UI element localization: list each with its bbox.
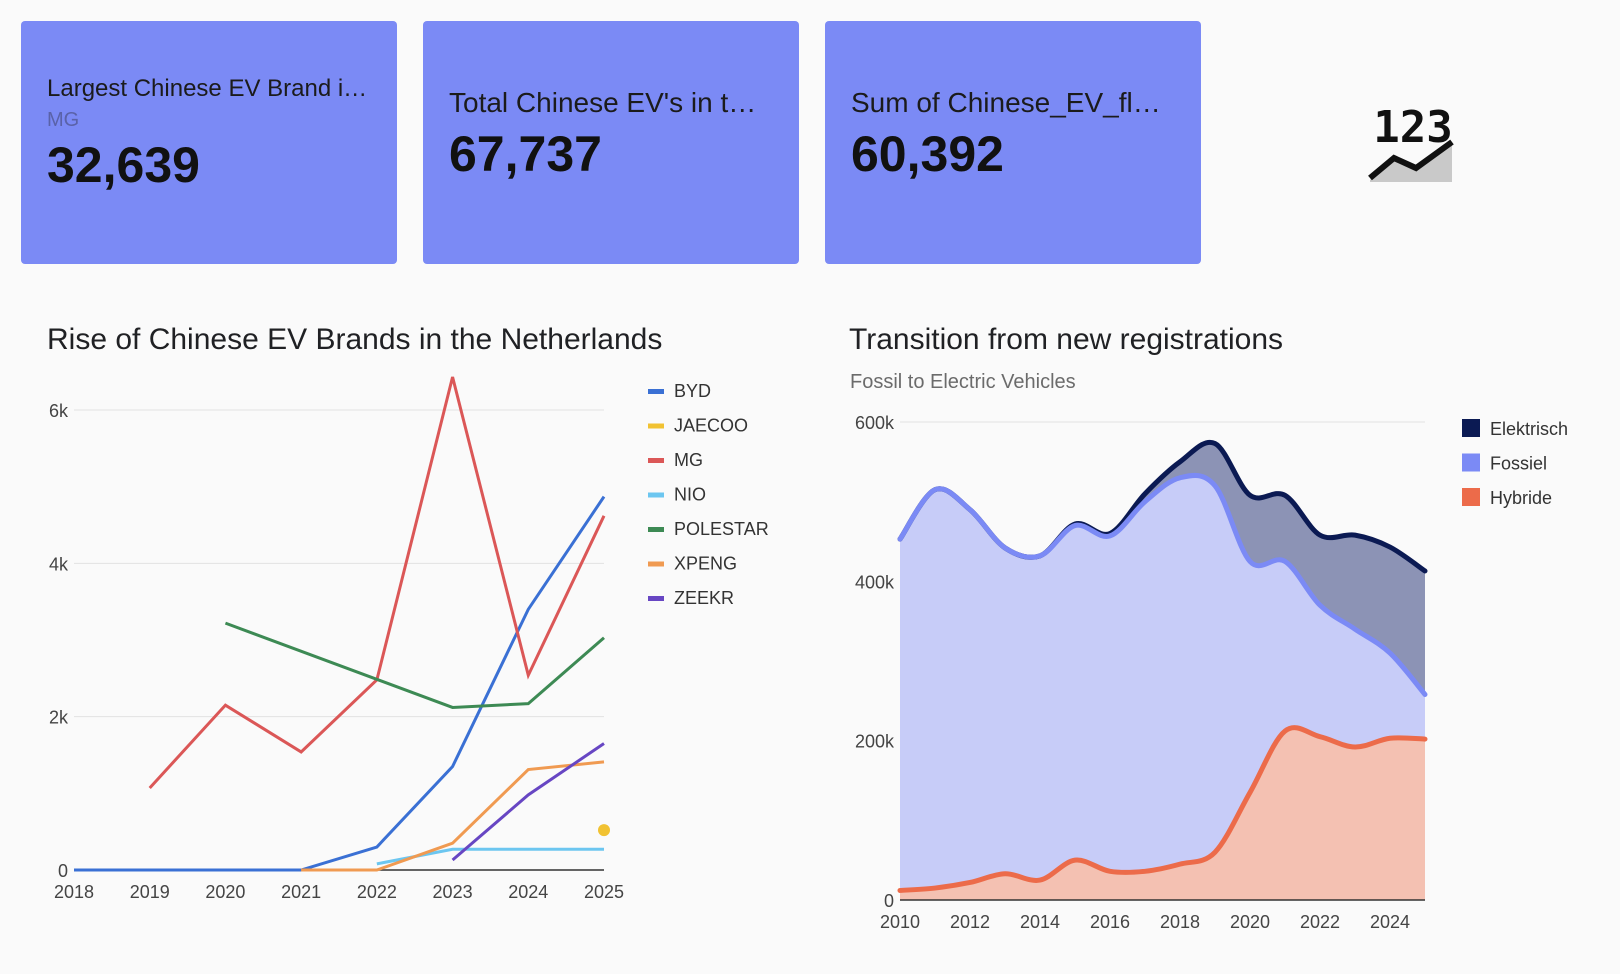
- icon-digits: 123: [1373, 102, 1452, 153]
- kpi-card-title: Sum of Chinese_EV_fl…: [851, 87, 1161, 118]
- chart1-x-tick-label: 2024: [508, 882, 548, 902]
- chart1-legend-label: MG: [674, 450, 703, 470]
- kpi-card-value: 32,639: [47, 137, 200, 193]
- chart1-legend-swatch: [648, 561, 664, 567]
- chart1-x-tick-label: 2023: [433, 882, 473, 902]
- chart2-title: Transition from new registrations: [849, 323, 1284, 356]
- 123-trend-icon: 123: [1368, 102, 1454, 182]
- chart2-y-tick-label: 400k: [855, 572, 895, 592]
- chart1-legend-swatch: [648, 423, 664, 429]
- kpi-card-largest-brand[interactable]: Largest Chinese EV Brand in … MG 32,639: [21, 21, 397, 264]
- kpi-card-total-ev[interactable]: Total Chinese EV's in t… 67,737: [423, 21, 799, 264]
- chart1-series-byd-line: [74, 495, 606, 872]
- chart2-x-tick-label: 2012: [950, 912, 990, 932]
- chart1-y-tick-label: 6k: [49, 401, 69, 421]
- chart1-line-chart: 0 2k 4k 6k 2018 2019 2020 2021 2022 2023 2024 2025 B…: [49, 376, 769, 902]
- chart2-area-chart: 0 200k 400k 600k 2010 2012 2014 2016 2018 2020 202…: [855, 413, 1568, 932]
- chart1-y-tick-label: 4k: [49, 554, 69, 574]
- chart2-subtitle: Fossil to Electric Vehicles: [850, 371, 1076, 393]
- chart1-x-tick-label: 2025: [584, 882, 624, 902]
- chart2-series-hybride-line: [897, 725, 1428, 893]
- chart1-series-xpeng-line: [301, 760, 605, 872]
- chart1-series-jaecoo-point: [598, 824, 610, 837]
- chart1-legend-swatch: [648, 596, 664, 601]
- chart1-x-tick-label: 2018: [54, 882, 94, 902]
- chart1-series-mg-line: [148, 376, 606, 789]
- chart2-x-tick-label: 2024: [1370, 912, 1410, 932]
- chart2-y-tick-label: 0: [884, 891, 894, 911]
- chart2-legend-swatch: [1462, 453, 1480, 472]
- chart2-x-tick-label: 2022: [1300, 912, 1340, 932]
- chart1-x-tick-label: 2022: [357, 882, 397, 902]
- chart1-legend-label: XPENG: [674, 554, 737, 574]
- chart2-legend-label: Fossiel: [1490, 454, 1547, 474]
- kpi-card-title: Total Chinese EV's in t…: [449, 87, 757, 118]
- chart1-legend-swatch: [648, 389, 664, 394]
- chart2-series-fossiel-line: [897, 472, 1428, 697]
- kpi-card-value: 67,737: [449, 126, 602, 182]
- chart1-x-tick-label: 2020: [205, 882, 245, 902]
- chart1-legend-label: POLESTAR: [674, 519, 769, 539]
- chart2-legend-swatch: [1462, 419, 1480, 437]
- kpi-card-value: 60,392: [851, 126, 1004, 182]
- chart2-x-tick-label: 2016: [1090, 912, 1130, 932]
- chart2-x-tick-label: 2014: [1020, 912, 1060, 932]
- chart1-legend-label: NIO: [674, 485, 706, 505]
- chart1-y-tick-label: 2k: [49, 708, 69, 728]
- chart1-legend-swatch: [648, 527, 664, 532]
- chart2-x-tick-label: 2010: [880, 912, 920, 932]
- chart1-legend-swatch: [648, 458, 664, 463]
- chart1-x-tick-label: 2021: [281, 882, 321, 902]
- chart1-title: Rise of Chinese EV Brands in the Netherl…: [47, 323, 663, 356]
- chart1-legend-swatch: [648, 492, 664, 498]
- kpi-card-subtitle: MG: [47, 109, 80, 131]
- chart1-legend-label: ZEEKR: [674, 588, 734, 608]
- kpi-card-sum-fleet[interactable]: Sum of Chinese_EV_fl… 60,392: [825, 21, 1201, 264]
- chart1-series-zeekr-line: [451, 742, 605, 862]
- chart2-legend-swatch: [1462, 488, 1480, 506]
- chart2-legend-label: Hybride: [1490, 488, 1552, 508]
- chart1-x-tick-label: 2019: [130, 882, 170, 902]
- chart1-series-polestar-line: [224, 621, 605, 709]
- chart2-x-tick-label: 2020: [1230, 912, 1270, 932]
- chart1-y-tick-label: 0: [58, 861, 68, 881]
- chart2-y-tick-label: 600k: [855, 413, 895, 433]
- kpi-card-title: Largest Chinese EV Brand in …: [47, 75, 371, 102]
- chart2-y-tick-label: 200k: [855, 732, 895, 752]
- chart2-series-hybride-area: [900, 727, 1425, 900]
- chart2-legend-label: Elektrisch: [1490, 419, 1568, 439]
- chart2-x-tick-label: 2018: [1160, 912, 1200, 932]
- chart1-legend-label: BYD: [674, 381, 711, 401]
- chart1-legend-label: JAECOO: [674, 416, 748, 436]
